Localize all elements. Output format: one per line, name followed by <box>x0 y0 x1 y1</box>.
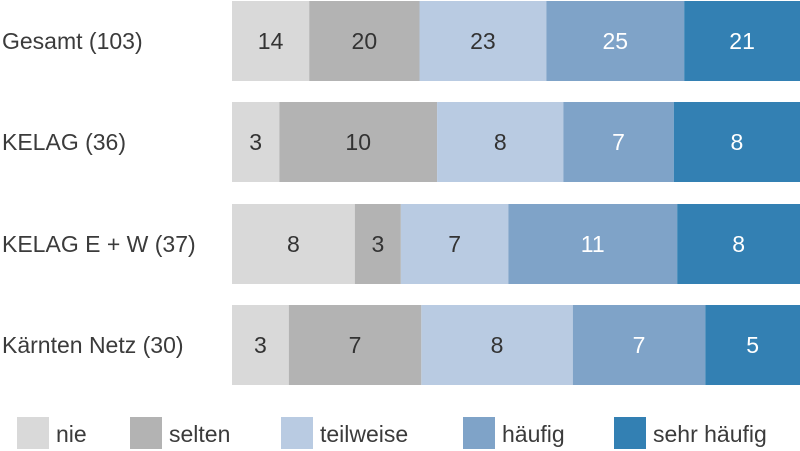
data-label: 3 <box>371 231 384 257</box>
bar-segment-teilweise <box>421 305 573 385</box>
data-label: 14 <box>258 28 284 54</box>
data-label: 8 <box>494 129 507 155</box>
bar-segment-sehr-häufig <box>684 1 800 81</box>
data-label: 8 <box>287 231 300 257</box>
data-label: 8 <box>730 129 743 155</box>
data-label: 7 <box>633 332 646 358</box>
data-label: 11 <box>581 231 605 257</box>
bar-segment-teilweise <box>400 204 509 284</box>
bar-segment-selten <box>279 102 438 182</box>
bar-segment-häufig <box>563 102 674 182</box>
data-label: 8 <box>732 231 745 257</box>
bar-segment-selten <box>288 305 422 385</box>
bar-segment-sehr-häufig <box>673 102 800 182</box>
category-label: Gesamt (103) <box>2 28 143 54</box>
data-label: 21 <box>729 28 755 54</box>
bar-segment-selten <box>354 204 401 284</box>
bar-segment-häufig <box>572 305 706 385</box>
data-label: 8 <box>491 332 504 358</box>
legend-label: sehr häufig <box>653 421 767 447</box>
bar-segment-nie <box>232 204 355 284</box>
data-label: 7 <box>448 231 461 257</box>
data-label: 25 <box>602 28 628 54</box>
bar-segment-nie <box>232 1 310 81</box>
legend-label: nie <box>56 421 87 447</box>
legend-swatch <box>614 417 646 449</box>
legend-label: teilweise <box>320 421 408 447</box>
bar-segment-nie <box>232 102 280 182</box>
data-label: 10 <box>345 129 371 155</box>
bar-row: KELAG (36) 3 10 8 7 8 <box>2 102 800 182</box>
legend-label: selten <box>169 421 230 447</box>
data-label: 7 <box>612 129 625 155</box>
bar-segment-teilweise <box>437 102 564 182</box>
data-label: 3 <box>249 129 262 155</box>
legend-swatch <box>463 417 495 449</box>
bar-row: Kärnten Netz (30) 3 7 8 7 5 <box>2 305 800 385</box>
category-label: KELAG (36) <box>2 129 126 155</box>
bar-segment-teilweise <box>419 1 547 81</box>
legend-swatch <box>130 417 162 449</box>
legend-label: häufig <box>502 421 565 447</box>
data-label: 7 <box>349 332 362 358</box>
data-label: 5 <box>746 332 759 358</box>
bar-row: KELAG E + W (37) 8 3 7 11 8 <box>2 204 800 284</box>
legend: nie selten teilweise häufig sehr häufig <box>17 417 767 449</box>
legend-swatch <box>281 417 313 449</box>
bar-segment-sehr-häufig <box>705 305 800 385</box>
bar-segment-sehr-häufig <box>677 204 800 284</box>
category-label: Kärnten Netz (30) <box>2 332 184 358</box>
data-label: 23 <box>470 28 496 54</box>
data-label: 3 <box>254 332 267 358</box>
data-label: 20 <box>352 28 378 54</box>
bar-segment-selten <box>309 1 420 81</box>
bar-segment-häufig <box>508 204 678 284</box>
category-label: KELAG E + W (37) <box>2 231 196 257</box>
bar-row: Gesamt (103) 14 20 23 25 21 <box>2 1 800 81</box>
bar-segment-häufig <box>546 1 685 81</box>
legend-swatch <box>17 417 49 449</box>
bar-segment-nie <box>232 305 289 385</box>
